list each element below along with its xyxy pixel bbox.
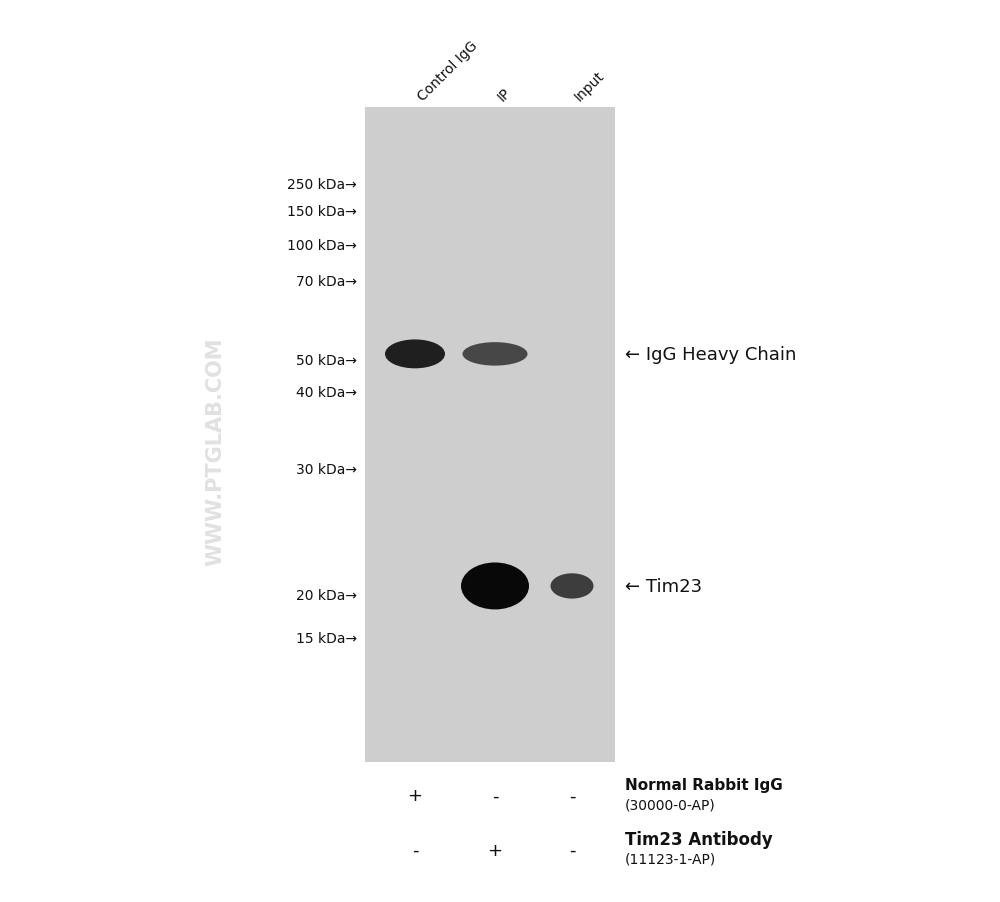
Text: 70 kDa→: 70 kDa→ xyxy=(296,274,357,289)
Text: Normal Rabbit IgG: Normal Rabbit IgG xyxy=(625,778,783,792)
Text: -: - xyxy=(569,841,575,859)
Text: -: - xyxy=(569,787,575,805)
Ellipse shape xyxy=(462,343,528,366)
Text: WWW.PTGLAB.COM: WWW.PTGLAB.COM xyxy=(205,336,225,566)
Ellipse shape xyxy=(385,340,445,369)
Text: 15 kDa→: 15 kDa→ xyxy=(296,631,357,646)
Ellipse shape xyxy=(461,563,529,610)
Text: Tim23 Antibody: Tim23 Antibody xyxy=(625,830,773,848)
Text: -: - xyxy=(412,841,418,859)
Text: 50 kDa→: 50 kDa→ xyxy=(296,354,357,368)
Text: Control IgG: Control IgG xyxy=(415,39,480,104)
Ellipse shape xyxy=(550,574,594,599)
Text: IP: IP xyxy=(495,85,514,104)
Text: 150 kDa→: 150 kDa→ xyxy=(287,205,357,219)
Text: +: + xyxy=(488,841,503,859)
Text: 250 kDa→: 250 kDa→ xyxy=(287,178,357,192)
Text: 100 kDa→: 100 kDa→ xyxy=(287,238,357,253)
Text: 30 kDa→: 30 kDa→ xyxy=(296,462,357,476)
Text: 20 kDa→: 20 kDa→ xyxy=(296,588,357,603)
Text: ← IgG Heavy Chain: ← IgG Heavy Chain xyxy=(625,345,796,364)
Text: ← Tim23: ← Tim23 xyxy=(625,577,702,595)
Text: Input: Input xyxy=(572,69,607,104)
Text: 40 kDa→: 40 kDa→ xyxy=(296,385,357,400)
Bar xyxy=(365,108,615,762)
Text: +: + xyxy=(408,787,422,805)
Text: (11123-1-AP): (11123-1-AP) xyxy=(625,851,716,866)
Text: -: - xyxy=(492,787,498,805)
Text: (30000-0-AP): (30000-0-AP) xyxy=(625,797,716,812)
